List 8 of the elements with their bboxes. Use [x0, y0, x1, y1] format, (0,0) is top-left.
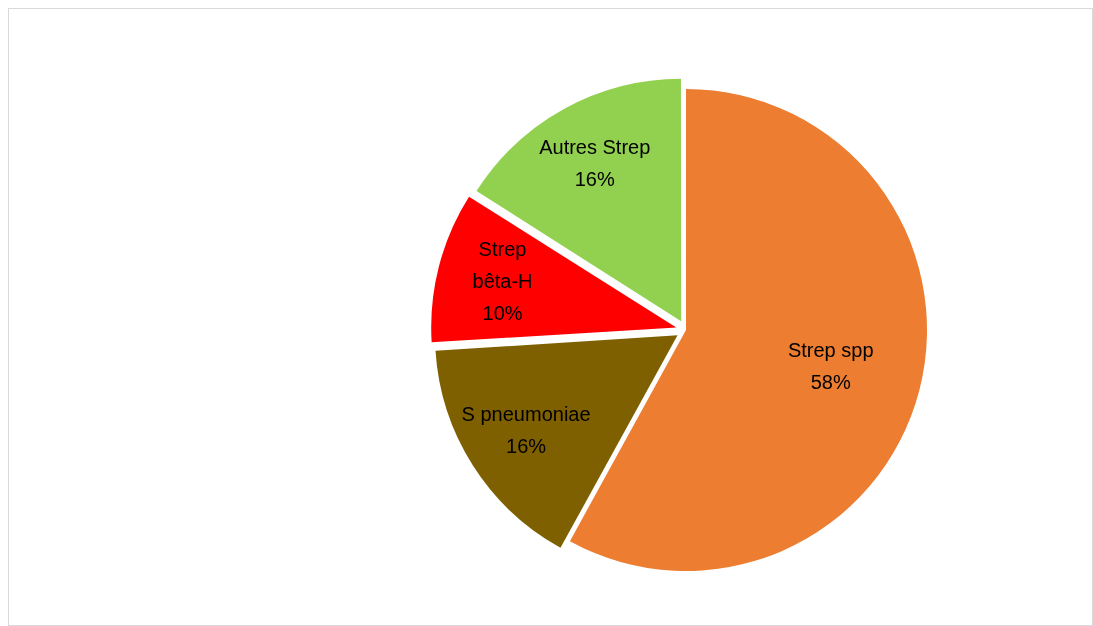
slice-label: Strep bêta-H [472, 238, 533, 293]
data-label: 16% [506, 435, 547, 458]
slice-label: Autres Strep [539, 135, 651, 158]
data-label: 16% [574, 167, 615, 190]
data-label: 10% [482, 302, 523, 325]
slice-label: S pneumoniae [461, 403, 591, 426]
slice-label: Strep spp [787, 338, 874, 361]
data-label: 58% [810, 370, 851, 393]
